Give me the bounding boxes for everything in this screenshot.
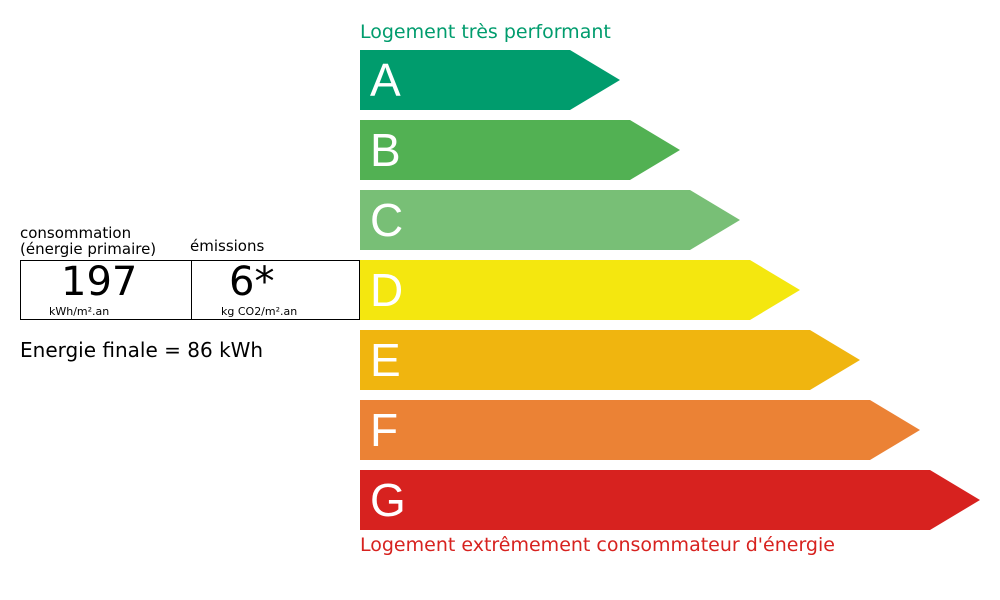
consumption-unit: kWh/m².an	[49, 305, 110, 318]
values-box: 197 kWh/m².an 6* kg CO2/m².an	[20, 260, 360, 320]
class-letter-a: A	[370, 54, 401, 106]
bottom-label: Logement extrêmement consommateur d'éner…	[360, 534, 835, 556]
consumption-header: consommation (énergie primaire)	[20, 225, 156, 257]
class-bar-a	[360, 50, 620, 110]
emissions-unit: kg CO2/m².an	[221, 305, 298, 318]
class-bar-g	[360, 470, 980, 530]
class-bar-c	[360, 190, 740, 250]
class-letter-e: E	[370, 334, 401, 386]
consumption-header-line1: consommation	[20, 224, 132, 242]
consumption-header-line2: (énergie primaire)	[20, 240, 157, 258]
class-bar-f	[360, 400, 920, 460]
class-bar-e	[360, 330, 860, 390]
class-bar-b	[360, 120, 680, 180]
class-letter-c: C	[370, 194, 404, 246]
class-letter-g: G	[370, 474, 406, 526]
emissions-value: 6*	[229, 259, 275, 305]
final-energy: Energie finale = 86 kWh	[20, 338, 264, 362]
class-letter-b: B	[370, 124, 401, 176]
class-letter-f: F	[370, 404, 399, 456]
top-label: Logement très performant	[360, 21, 611, 43]
emissions-header: émissions	[190, 237, 265, 255]
consumption-value: 197	[61, 259, 138, 305]
class-bar-d	[360, 260, 800, 320]
consumption-cell: 197 kWh/m².an	[21, 261, 192, 319]
emissions-cell: 6* kg CO2/m².an	[191, 261, 359, 319]
class-letter-d: D	[370, 264, 404, 316]
